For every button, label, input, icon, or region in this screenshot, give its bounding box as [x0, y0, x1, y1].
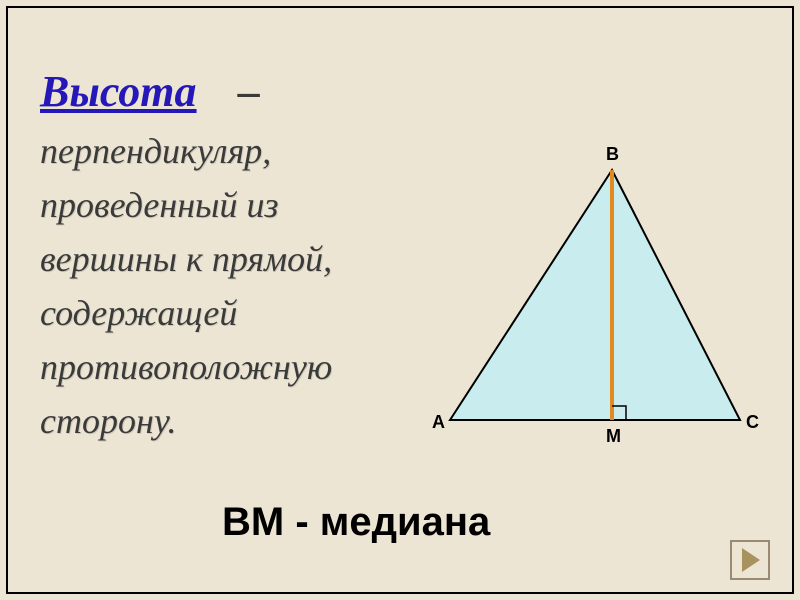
vertex-m-label: М: [606, 426, 621, 447]
vertex-b-label: В: [606, 144, 619, 165]
vertex-c-label: С: [746, 412, 759, 433]
triangle-diagram: А В С М: [430, 150, 760, 460]
title-word: Высота: [40, 66, 197, 117]
definition-text: перпендикуляр, проведенный из вершины к …: [40, 124, 410, 448]
triangle-svg: [430, 150, 770, 460]
triangle-shape: [450, 170, 740, 420]
vertex-a-label: А: [432, 412, 445, 433]
bottom-label: ВМ - медиана: [222, 500, 490, 545]
next-arrow-icon: [730, 540, 770, 580]
title-dash: –: [238, 66, 260, 117]
next-button[interactable]: [730, 540, 770, 585]
